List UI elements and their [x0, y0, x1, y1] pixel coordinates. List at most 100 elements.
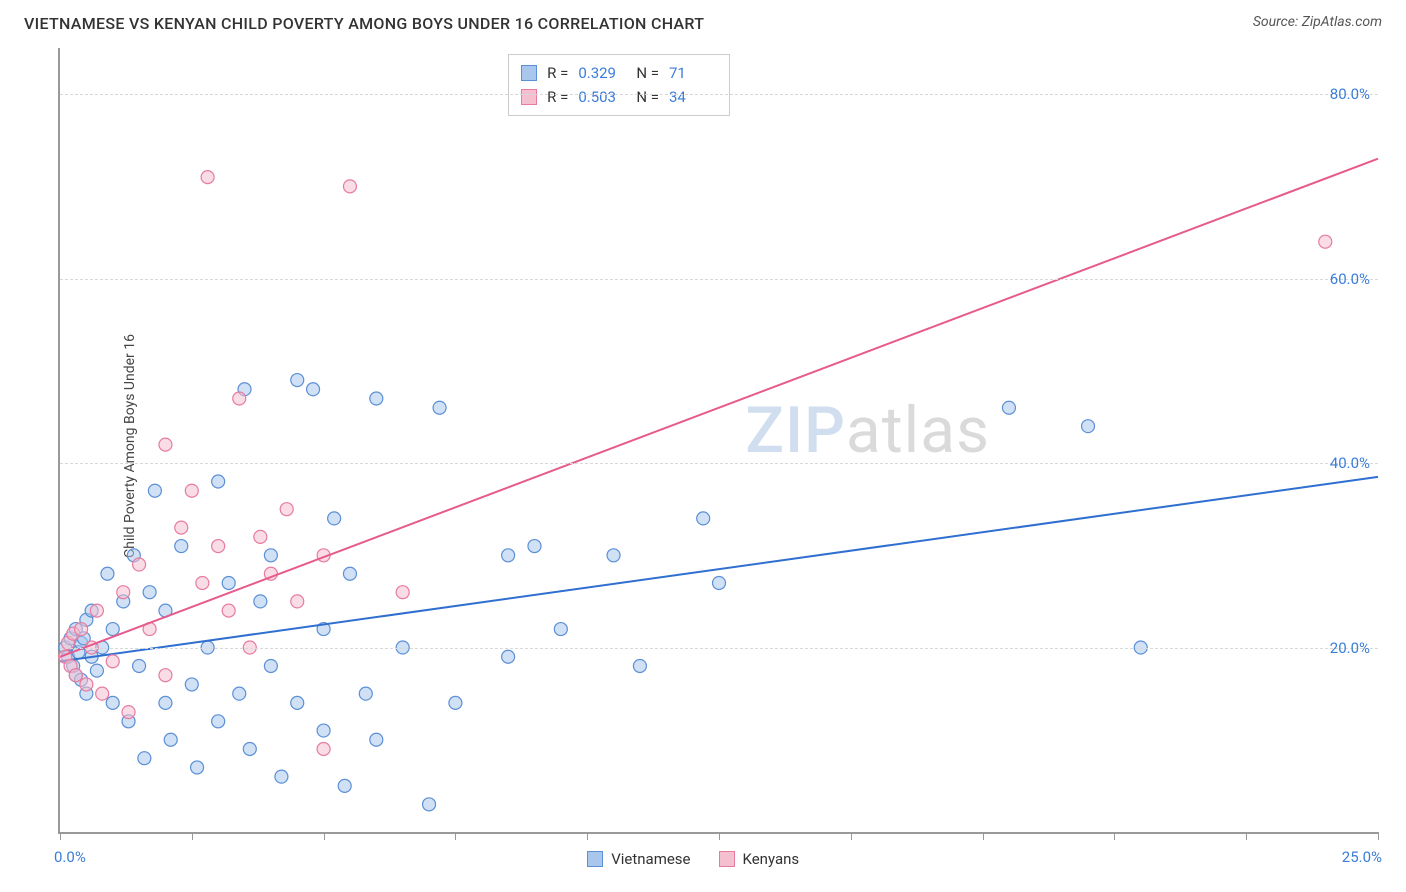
data-point — [90, 664, 103, 677]
data-point — [502, 650, 515, 663]
data-point — [96, 687, 109, 700]
x-tick — [1378, 832, 1379, 840]
data-point — [80, 678, 93, 691]
data-point — [159, 696, 172, 709]
data-point — [175, 540, 188, 553]
legend-series: Vietnamese Kenyans — [587, 850, 799, 868]
x-tick — [983, 832, 984, 840]
data-point — [338, 779, 351, 792]
data-point — [185, 484, 198, 497]
data-point — [133, 558, 146, 571]
x-tick — [1114, 832, 1115, 840]
data-point — [343, 180, 356, 193]
data-point — [90, 604, 103, 617]
data-point — [359, 687, 372, 700]
data-point — [317, 742, 330, 755]
y-tick-label: 80.0% — [1330, 85, 1370, 103]
data-point — [370, 392, 383, 405]
y-tick-label: 20.0% — [1330, 639, 1370, 657]
plot-area: ZIPatlas R =0.329N =71R =0.503N =34 Viet… — [58, 48, 1378, 834]
data-point — [196, 576, 209, 589]
plot-frame: ZIPatlas R =0.329N =71R =0.503N =34 Viet… — [58, 48, 1378, 834]
data-point — [317, 724, 330, 737]
legend-series-item: Kenyans — [719, 850, 800, 868]
data-point — [370, 733, 383, 746]
data-point — [159, 669, 172, 682]
data-point — [101, 567, 114, 580]
data-point — [201, 171, 214, 184]
data-point — [117, 586, 130, 599]
data-point — [159, 438, 172, 451]
data-point — [633, 659, 646, 672]
data-point — [138, 752, 151, 765]
data-point — [212, 715, 225, 728]
legend-series-label: Vietnamese — [611, 850, 690, 868]
data-point — [280, 503, 293, 516]
plot-svg — [60, 48, 1378, 832]
data-point — [1319, 235, 1332, 248]
data-point — [164, 733, 177, 746]
grid-line — [60, 648, 1378, 649]
grid-line — [60, 94, 1378, 95]
data-point — [396, 586, 409, 599]
chart-header: VIETNAMESE VS KENYAN CHILD POVERTY AMONG… — [0, 0, 1406, 33]
source-attribution: Source: ZipAtlas.com — [1253, 14, 1382, 30]
data-point — [233, 392, 246, 405]
data-point — [502, 549, 515, 562]
data-point — [528, 540, 541, 553]
y-tick-label: 40.0% — [1330, 454, 1370, 472]
x-tick — [455, 832, 456, 840]
chart-title: VIETNAMESE VS KENYAN CHILD POVERTY AMONG… — [24, 14, 704, 33]
x-tick — [719, 832, 720, 840]
x-axis-min-label: 0.0% — [54, 848, 86, 866]
data-point — [449, 696, 462, 709]
data-point — [697, 512, 710, 525]
data-point — [264, 549, 277, 562]
data-point — [328, 512, 341, 525]
source-value: ZipAtlas.com — [1302, 14, 1382, 30]
data-point — [143, 586, 156, 599]
data-point — [175, 521, 188, 534]
source-label: Source: — [1253, 14, 1298, 30]
data-point — [75, 623, 88, 636]
data-point — [264, 659, 277, 672]
trend-line — [60, 477, 1378, 661]
x-tick — [192, 832, 193, 840]
legend-swatch — [719, 851, 735, 867]
data-point — [291, 374, 304, 387]
data-point — [212, 475, 225, 488]
legend-swatch — [587, 851, 603, 867]
data-point — [185, 678, 198, 691]
data-point — [554, 623, 567, 636]
data-point — [1002, 401, 1015, 414]
data-point — [254, 530, 267, 543]
x-tick — [60, 832, 61, 840]
data-point — [122, 706, 135, 719]
grid-line — [60, 463, 1378, 464]
data-point — [148, 484, 161, 497]
data-point — [713, 576, 726, 589]
data-point — [212, 540, 225, 553]
legend-series-label: Kenyans — [743, 850, 800, 868]
data-point — [307, 383, 320, 396]
data-point — [243, 742, 256, 755]
x-axis-max-label: 25.0% — [1342, 848, 1382, 866]
data-point — [133, 659, 146, 672]
data-point — [233, 687, 246, 700]
legend-series-item: Vietnamese — [587, 850, 690, 868]
x-tick — [1246, 832, 1247, 840]
data-point — [607, 549, 620, 562]
data-point — [222, 604, 235, 617]
data-point — [222, 576, 235, 589]
y-tick-label: 60.0% — [1330, 270, 1370, 288]
data-point — [275, 770, 288, 783]
data-point — [423, 798, 436, 811]
x-tick — [851, 832, 852, 840]
data-point — [433, 401, 446, 414]
x-tick — [324, 832, 325, 840]
data-point — [343, 567, 356, 580]
data-point — [291, 595, 304, 608]
grid-line — [60, 279, 1378, 280]
data-point — [191, 761, 204, 774]
data-point — [69, 669, 82, 682]
